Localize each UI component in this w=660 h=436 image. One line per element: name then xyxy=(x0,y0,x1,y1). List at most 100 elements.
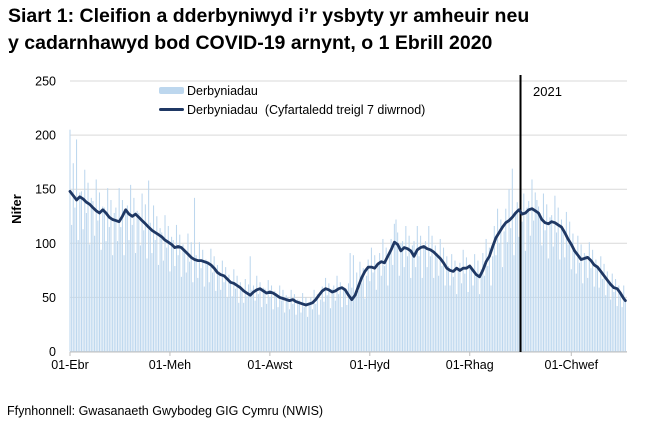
bar xyxy=(249,256,251,352)
bar xyxy=(297,299,299,352)
x-tick-label: 01-Awst xyxy=(247,358,292,372)
bar xyxy=(546,204,548,352)
x-tick-label: 01-Ebr xyxy=(51,358,89,372)
bar xyxy=(397,232,399,352)
bar xyxy=(387,285,389,352)
bar xyxy=(592,249,594,352)
bar xyxy=(226,297,228,352)
chart-title: Siart 1: Cleifion a dderbyniwyd i’r ysby… xyxy=(8,3,654,57)
bar xyxy=(505,208,507,352)
bar xyxy=(308,302,310,352)
bar xyxy=(490,285,492,352)
bar xyxy=(298,300,300,352)
bar xyxy=(79,192,81,352)
bar xyxy=(405,225,407,352)
bar xyxy=(447,266,449,352)
bar xyxy=(349,253,351,352)
bar xyxy=(259,282,261,352)
bar xyxy=(164,215,166,352)
bar xyxy=(115,207,117,352)
bar xyxy=(513,255,515,352)
bar xyxy=(121,200,123,352)
bar xyxy=(151,253,153,352)
bar xyxy=(583,253,585,352)
bar xyxy=(619,293,621,352)
bar xyxy=(192,282,194,352)
bar xyxy=(498,243,500,352)
bar xyxy=(82,229,84,352)
bar xyxy=(102,206,104,352)
bar xyxy=(611,273,613,352)
bar xyxy=(243,302,245,352)
bar xyxy=(495,255,497,352)
bar xyxy=(105,241,107,352)
bar xyxy=(244,279,246,352)
bar xyxy=(523,193,525,352)
bar xyxy=(369,281,371,352)
bar xyxy=(266,303,268,352)
bar xyxy=(128,240,130,352)
bar xyxy=(572,233,574,352)
bar xyxy=(97,220,99,352)
x-tick-label: 01-Meh xyxy=(149,358,191,372)
bar xyxy=(557,207,559,352)
bar xyxy=(624,300,626,352)
bar xyxy=(429,256,431,352)
bar xyxy=(510,228,512,352)
bar xyxy=(212,272,214,352)
bar xyxy=(528,201,530,352)
bar xyxy=(346,304,348,352)
bar xyxy=(408,235,410,352)
bar xyxy=(279,285,281,352)
bar xyxy=(516,202,518,352)
bar xyxy=(438,275,440,352)
bar xyxy=(364,298,366,352)
bar xyxy=(595,259,597,352)
bar xyxy=(187,233,189,352)
bar xyxy=(497,208,499,352)
bar xyxy=(231,296,233,352)
bar xyxy=(374,255,376,352)
bar xyxy=(529,235,531,352)
bar xyxy=(600,256,602,352)
bar xyxy=(144,204,146,352)
bar xyxy=(120,227,122,352)
bar xyxy=(420,235,422,352)
bar xyxy=(334,300,336,352)
bar xyxy=(439,238,441,352)
bar xyxy=(167,225,169,352)
bar xyxy=(69,129,71,352)
bar xyxy=(110,200,112,352)
bar xyxy=(380,275,382,352)
bar xyxy=(275,293,277,352)
bar xyxy=(493,225,495,352)
bar xyxy=(341,307,343,352)
bar xyxy=(501,267,504,352)
bar xyxy=(434,245,436,352)
rolling-average-line xyxy=(68,189,627,307)
bar xyxy=(362,268,364,352)
bar xyxy=(601,279,603,352)
bar xyxy=(284,312,286,352)
y-tick-label: 250 xyxy=(35,75,56,89)
bar xyxy=(172,240,174,352)
bar xyxy=(565,211,567,352)
bar xyxy=(76,139,78,352)
bar xyxy=(356,272,358,352)
bar xyxy=(393,223,395,352)
bar xyxy=(444,285,446,352)
bar xyxy=(326,295,328,352)
y-tick-label: 0 xyxy=(49,345,56,359)
bar xyxy=(305,297,307,352)
bar xyxy=(292,303,294,352)
bar xyxy=(171,236,173,352)
bar xyxy=(606,271,608,352)
bar xyxy=(116,241,119,352)
legend-swatch-line xyxy=(159,107,184,112)
bar xyxy=(416,225,418,352)
bar xyxy=(72,163,74,352)
bar xyxy=(618,285,620,352)
bar xyxy=(538,206,540,352)
bar xyxy=(542,193,544,352)
